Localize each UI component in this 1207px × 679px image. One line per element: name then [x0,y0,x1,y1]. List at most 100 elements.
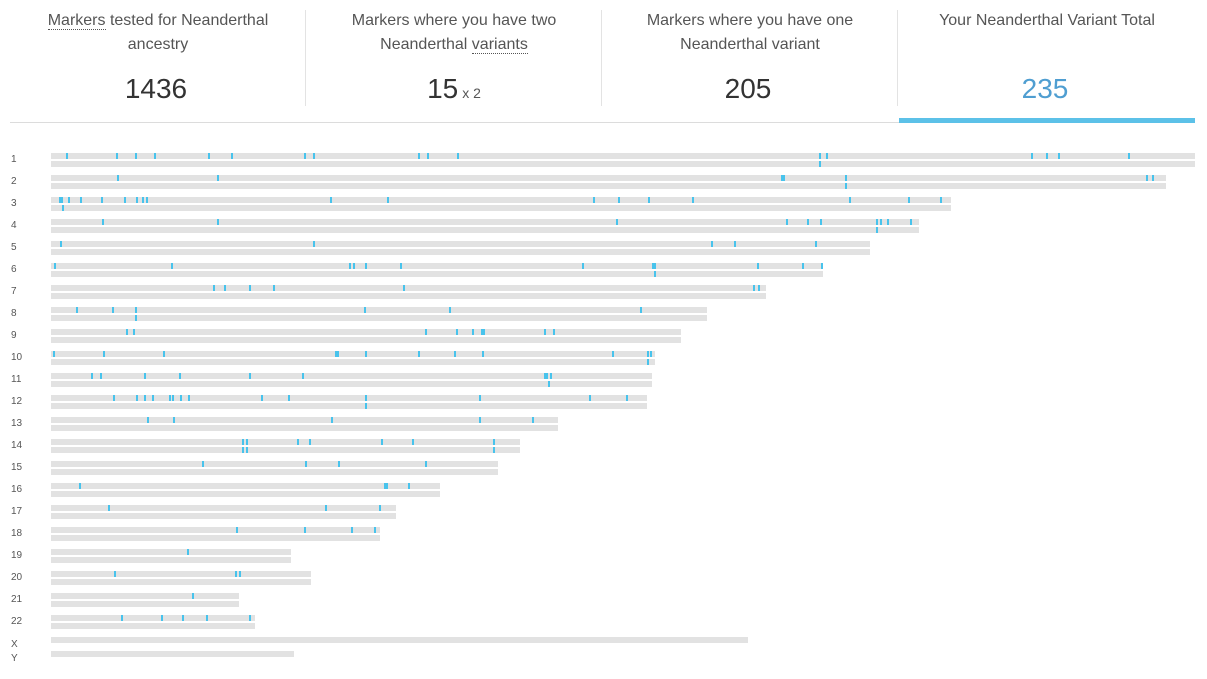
neanderthal-variant-marker[interactable] [246,439,248,445]
variants-tooltip-term[interactable]: variants [471,36,528,54]
neanderthal-variant-marker[interactable] [880,219,882,225]
neanderthal-variant-marker[interactable] [330,197,332,203]
neanderthal-variant-marker[interactable] [325,505,327,511]
neanderthal-variant-marker[interactable] [820,219,822,225]
neanderthal-variant-marker[interactable] [187,549,189,555]
neanderthal-variant-marker[interactable] [61,197,63,203]
neanderthal-variant-marker[interactable] [304,153,306,159]
neanderthal-variant-marker[interactable] [593,197,595,203]
chromosome-bar-10[interactable] [51,351,655,365]
chromosome-bar-12[interactable] [51,395,647,409]
neanderthal-variant-marker[interactable] [102,219,104,225]
neanderthal-variant-marker[interactable] [479,417,481,423]
neanderthal-variant-marker[interactable] [692,197,694,203]
neanderthal-variant-marker[interactable] [112,307,114,313]
neanderthal-variant-marker[interactable] [144,395,146,401]
neanderthal-variant-marker[interactable] [418,153,420,159]
neanderthal-variant-marker[interactable] [365,403,367,409]
neanderthal-variant-marker[interactable] [374,527,376,533]
chromosome-bar-11[interactable] [51,373,652,387]
neanderthal-variant-marker[interactable] [213,285,215,291]
neanderthal-variant-marker[interactable] [192,593,194,599]
neanderthal-variant-marker[interactable] [386,483,388,489]
stat-variant-total[interactable]: Your Neanderthal Variant Total 235 [899,0,1195,123]
chromosome-bar-19[interactable] [51,549,291,563]
neanderthal-variant-marker[interactable] [493,447,495,453]
neanderthal-variant-marker[interactable] [819,153,821,159]
neanderthal-variant-marker[interactable] [351,527,353,533]
neanderthal-variant-marker[interactable] [654,263,656,269]
neanderthal-variant-marker[interactable] [365,395,367,401]
neanderthal-variant-marker[interactable] [147,417,149,423]
neanderthal-variant-marker[interactable] [242,439,244,445]
neanderthal-variant-marker[interactable] [79,483,81,489]
neanderthal-variant-marker[interactable] [163,351,165,357]
neanderthal-variant-marker[interactable] [381,439,383,445]
chromosome-bar-8[interactable] [51,307,707,321]
neanderthal-variant-marker[interactable] [101,197,103,203]
chromosome-bar-13[interactable] [51,417,558,431]
neanderthal-variant-marker[interactable] [142,197,144,203]
neanderthal-variant-marker[interactable] [365,263,367,269]
neanderthal-variant-marker[interactable] [80,197,82,203]
neanderthal-variant-marker[interactable] [180,395,182,401]
neanderthal-variant-marker[interactable] [908,197,910,203]
neanderthal-variant-marker[interactable] [349,263,351,269]
neanderthal-variant-marker[interactable] [550,373,552,379]
neanderthal-variant-marker[interactable] [821,263,823,269]
chromosome-bar-21[interactable] [51,593,239,607]
chromosome-bar-4[interactable] [51,219,919,233]
neanderthal-variant-marker[interactable] [62,205,64,211]
neanderthal-variant-marker[interactable] [640,307,642,313]
neanderthal-variant-marker[interactable] [91,373,93,379]
neanderthal-variant-marker[interactable] [647,351,649,357]
neanderthal-variant-marker[interactable] [454,351,456,357]
neanderthal-variant-marker[interactable] [353,263,355,269]
neanderthal-variant-marker[interactable] [113,395,115,401]
neanderthal-variant-marker[interactable] [1031,153,1033,159]
neanderthal-variant-marker[interactable] [618,197,620,203]
neanderthal-variant-marker[interactable] [154,153,156,159]
neanderthal-variant-marker[interactable] [114,571,116,577]
neanderthal-variant-marker[interactable] [734,241,736,247]
neanderthal-variant-marker[interactable] [54,263,56,269]
chromosome-bar-2[interactable] [51,175,1166,189]
neanderthal-variant-marker[interactable] [60,241,62,247]
neanderthal-variant-marker[interactable] [479,395,481,401]
neanderthal-variant-marker[interactable] [553,329,555,335]
neanderthal-variant-marker[interactable] [652,263,654,269]
neanderthal-variant-marker[interactable] [449,307,451,313]
neanderthal-variant-marker[interactable] [249,285,251,291]
neanderthal-variant-marker[interactable] [544,329,546,335]
neanderthal-variant-marker[interactable] [103,351,105,357]
neanderthal-variant-marker[interactable] [412,439,414,445]
neanderthal-variant-marker[interactable] [876,219,878,225]
neanderthal-variant-marker[interactable] [249,373,251,379]
neanderthal-variant-marker[interactable] [379,505,381,511]
neanderthal-variant-marker[interactable] [648,197,650,203]
chromosome-bar-X[interactable] [51,637,748,643]
neanderthal-variant-marker[interactable] [117,175,119,181]
neanderthal-variant-marker[interactable] [236,527,238,533]
neanderthal-variant-marker[interactable] [418,351,420,357]
chromosome-bar-20[interactable] [51,571,311,585]
neanderthal-variant-marker[interactable] [1046,153,1048,159]
neanderthal-variant-marker[interactable] [1152,175,1154,181]
neanderthal-variant-marker[interactable] [940,197,942,203]
neanderthal-variant-marker[interactable] [807,219,809,225]
neanderthal-variant-marker[interactable] [133,329,135,335]
neanderthal-variant-marker[interactable] [116,153,118,159]
chromosome-bar-15[interactable] [51,461,498,475]
neanderthal-variant-marker[interactable] [331,417,333,423]
neanderthal-variant-marker[interactable] [273,285,275,291]
neanderthal-variant-marker[interactable] [876,227,878,233]
neanderthal-variant-marker[interactable] [297,439,299,445]
neanderthal-variant-marker[interactable] [124,197,126,203]
chromosome-bar-7[interactable] [51,285,766,299]
neanderthal-variant-marker[interactable] [59,197,61,203]
neanderthal-variant-marker[interactable] [169,395,171,401]
neanderthal-variant-marker[interactable] [68,197,70,203]
chromosome-bar-5[interactable] [51,241,870,255]
neanderthal-variant-marker[interactable] [208,153,210,159]
neanderthal-variant-marker[interactable] [1146,175,1148,181]
